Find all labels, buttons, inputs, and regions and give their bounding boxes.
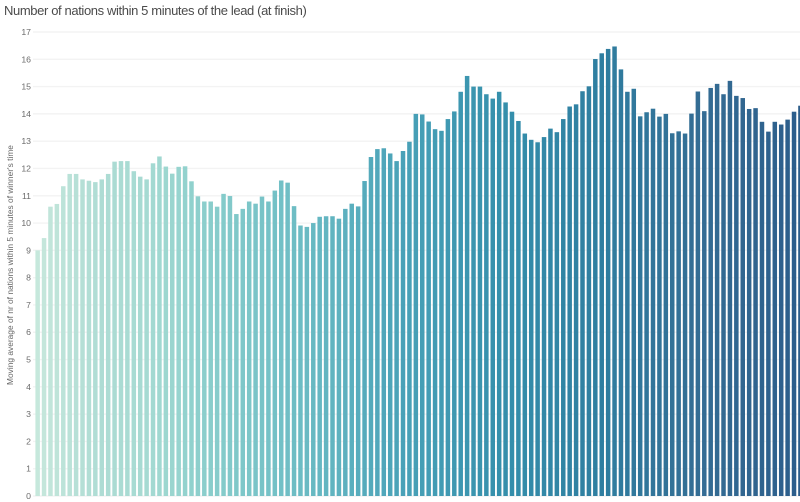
svg-text:12: 12 [21,163,31,173]
svg-text:9: 9 [26,245,31,255]
svg-text:5: 5 [26,355,31,365]
svg-text:1: 1 [26,464,31,474]
svg-text:6: 6 [26,327,31,337]
svg-text:2: 2 [26,436,31,446]
svg-text:7: 7 [26,300,31,310]
svg-text:16: 16 [21,54,31,64]
svg-text:8: 8 [26,273,31,283]
svg-text:3: 3 [26,409,31,419]
svg-text:17: 17 [21,27,31,37]
svg-text:0: 0 [26,491,31,501]
svg-text:4: 4 [26,382,31,392]
svg-text:13: 13 [21,136,31,146]
svg-text:10: 10 [21,218,31,228]
svg-text:11: 11 [22,191,31,201]
svg-text:14: 14 [21,109,31,119]
svg-text:15: 15 [21,82,31,92]
